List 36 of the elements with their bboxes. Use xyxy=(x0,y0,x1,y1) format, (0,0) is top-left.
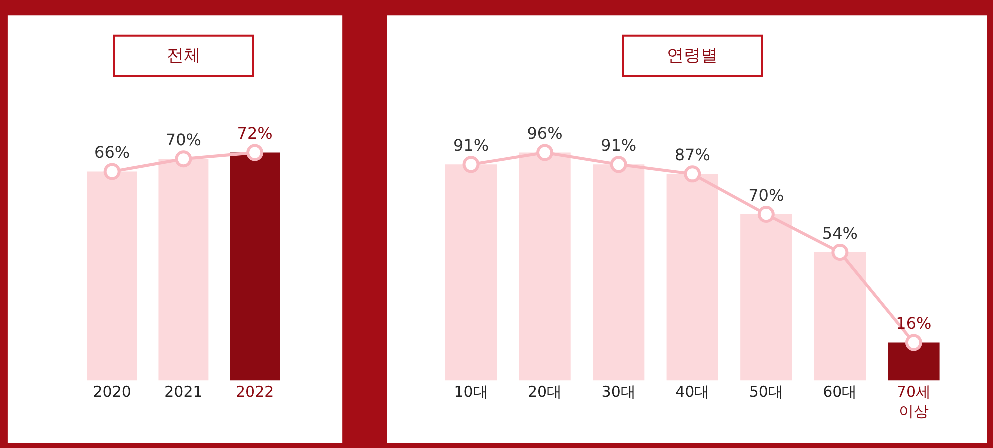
bar xyxy=(519,152,571,381)
chart-title: 연령별 xyxy=(667,46,718,66)
point xyxy=(684,166,702,183)
bar xyxy=(445,164,498,381)
data-label: 70% xyxy=(166,130,202,150)
x-tick-label: 20대 xyxy=(528,382,562,401)
data-label: 91% xyxy=(601,136,637,155)
x-tick-label: 30대 xyxy=(602,382,636,401)
point xyxy=(610,156,628,174)
bar xyxy=(740,214,792,381)
data-label: 54% xyxy=(822,224,858,243)
point xyxy=(536,144,554,162)
bar xyxy=(888,342,940,381)
data-label: 70% xyxy=(748,186,784,205)
data-label: 96% xyxy=(527,124,563,144)
data-label: 72% xyxy=(237,124,273,144)
point xyxy=(462,156,480,174)
data-label: 16% xyxy=(896,314,932,334)
chart-title: 전체 xyxy=(167,46,201,66)
bar xyxy=(666,174,718,381)
x-tick-label: 40대 xyxy=(676,382,710,401)
data-label: 87% xyxy=(674,145,710,164)
x-tick-label: 2021 xyxy=(164,382,203,401)
x-tick-label: 2022 xyxy=(236,382,274,401)
bar xyxy=(593,164,645,381)
data-label: 91% xyxy=(453,136,490,155)
x-tick-label: 60대 xyxy=(823,382,858,401)
x-tick-label: 2020 xyxy=(93,382,132,401)
data-label: 66% xyxy=(94,143,130,162)
bar xyxy=(814,252,866,381)
point xyxy=(905,334,922,352)
x-tick-label: 10대 xyxy=(454,382,488,401)
point xyxy=(832,244,849,262)
x-tick-label: 50대 xyxy=(749,382,784,401)
x-tick-label: 70세 이상 xyxy=(896,382,932,420)
point xyxy=(758,206,775,224)
